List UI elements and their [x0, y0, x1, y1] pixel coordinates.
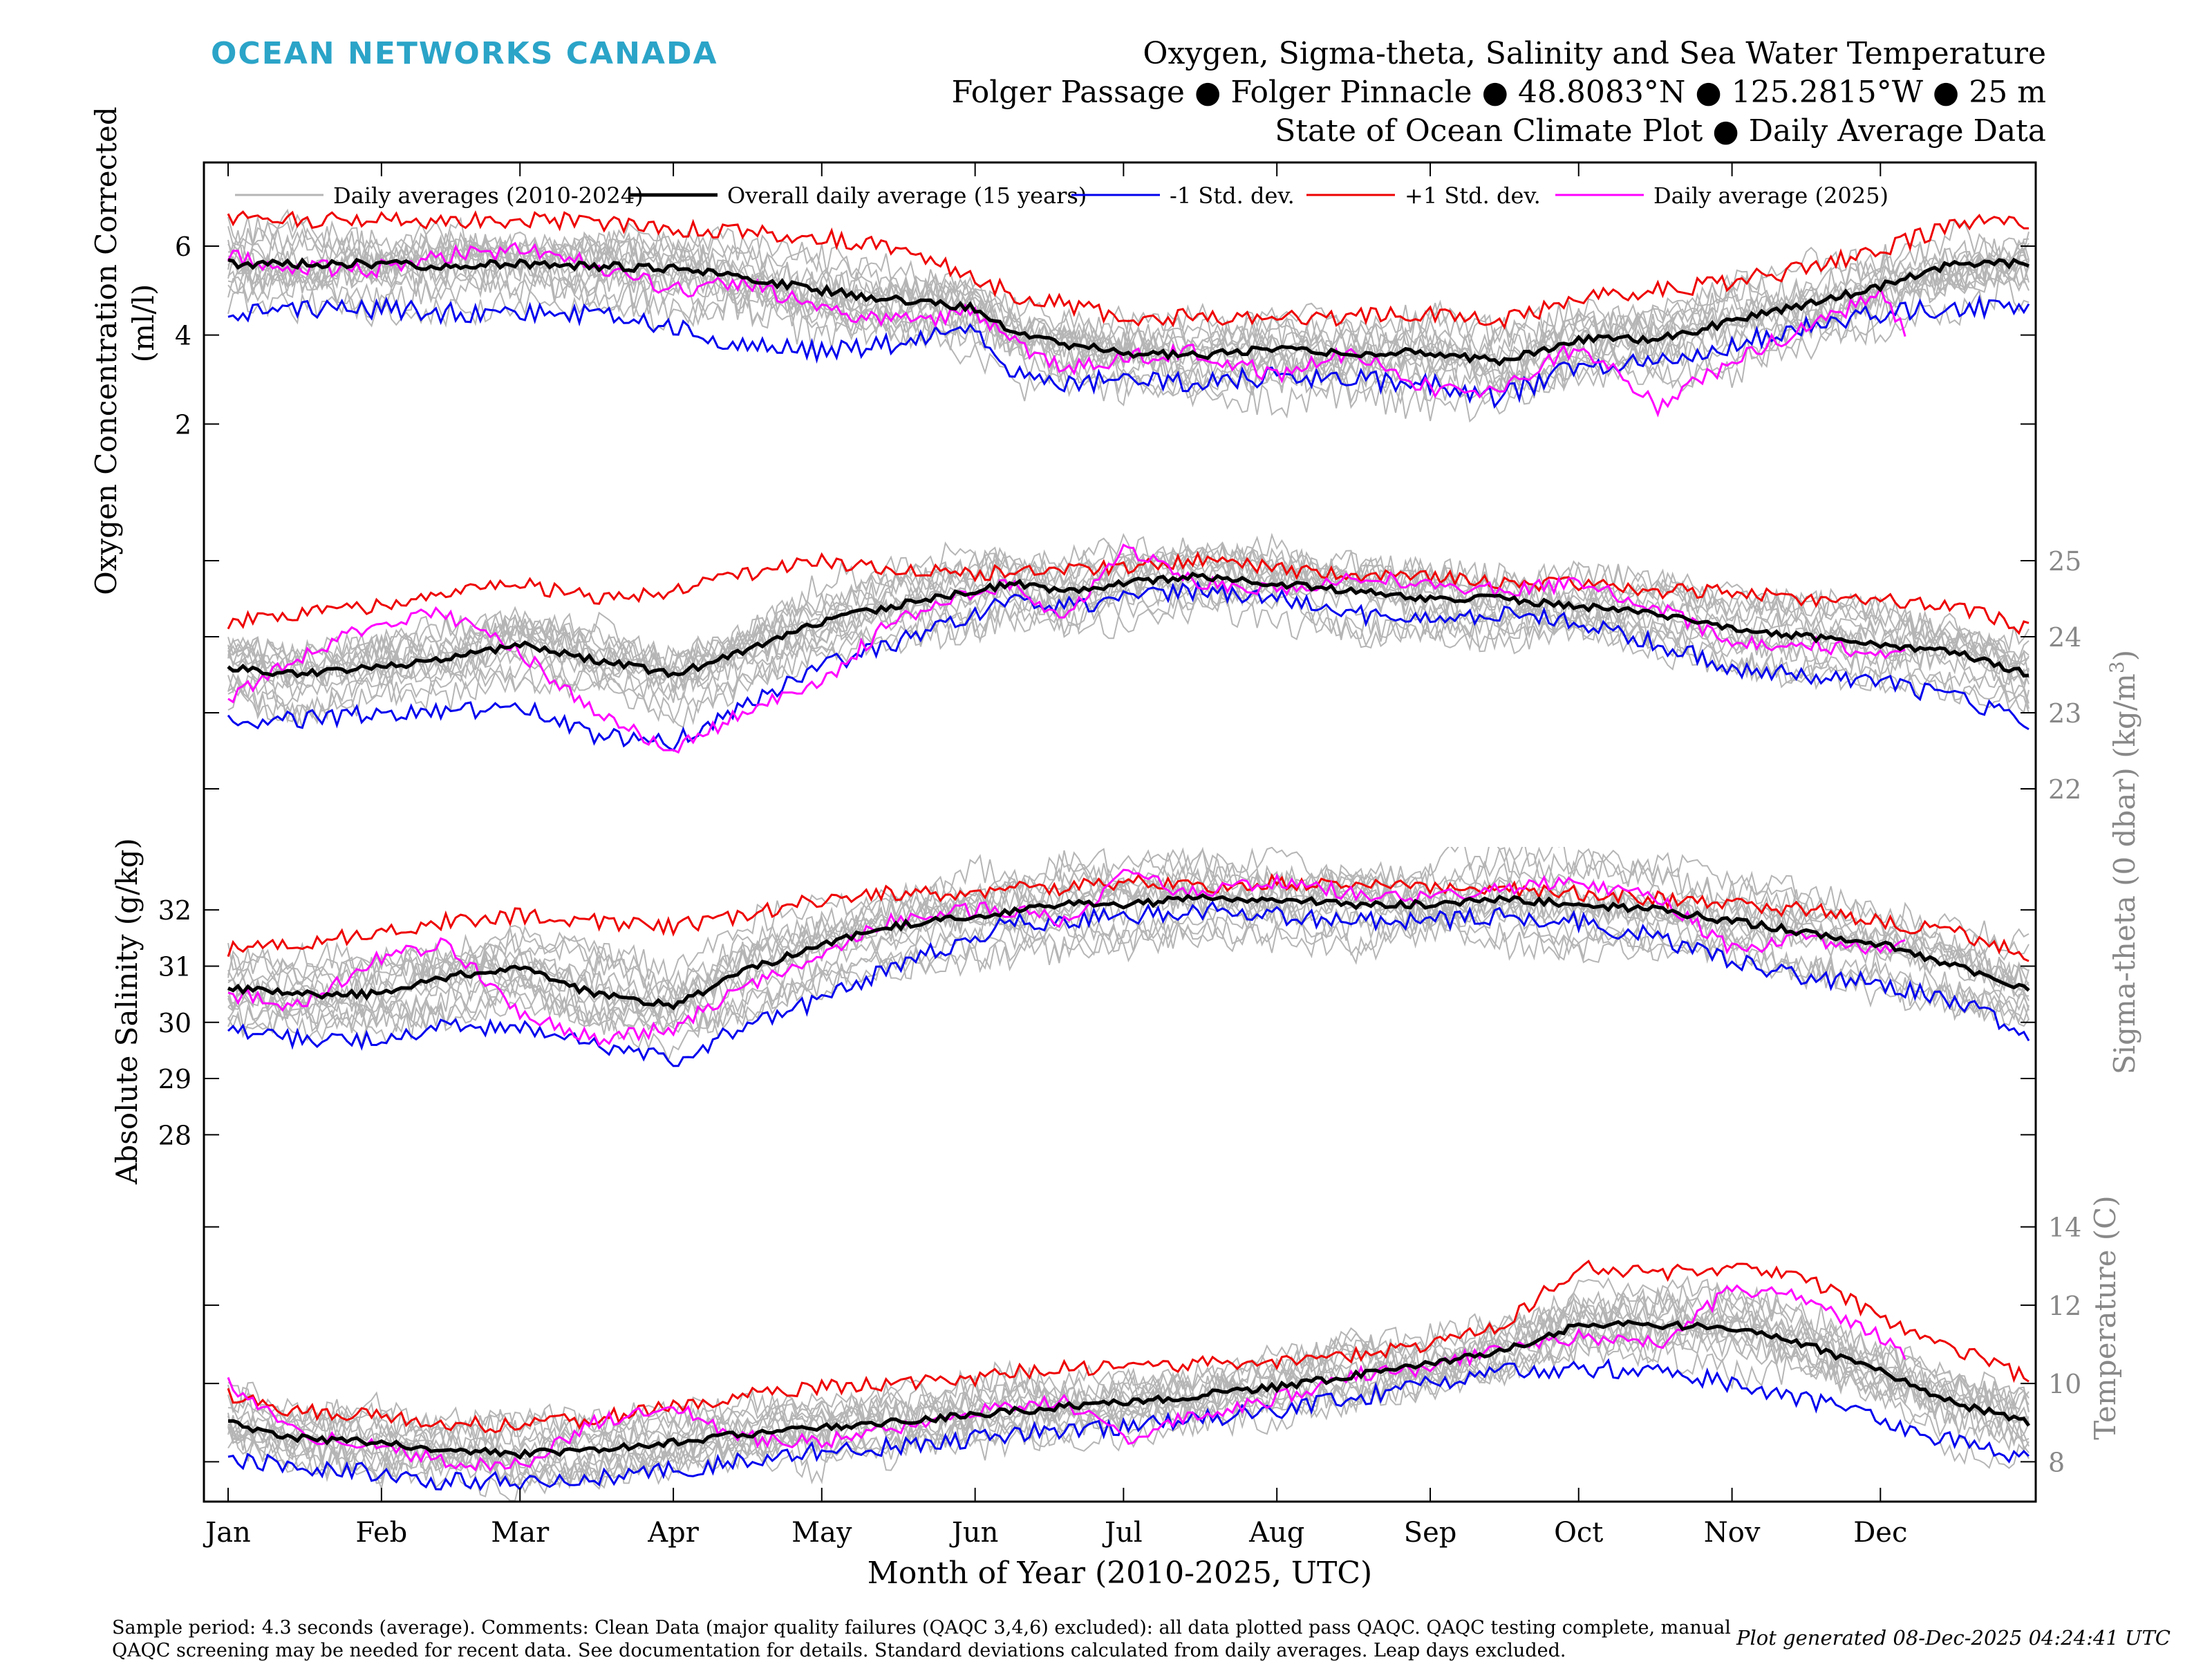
- series-daily-averages-line: [227, 1286, 2030, 1453]
- series-plus-1sd-line: [227, 210, 2030, 330]
- y-tick-label: 10: [2048, 1369, 2081, 1399]
- series-plus-1sd-line: [227, 1259, 2030, 1434]
- panel-3: 28 29 30 31 32 Absolute Salinity (g/kg): [110, 838, 2036, 1185]
- legend-label: -1 Std. dev.: [1170, 183, 1295, 209]
- series-daily-averages-line: [227, 244, 2030, 394]
- y-axis-label: Absolute Salinity (g/kg): [110, 838, 144, 1185]
- generated-timestamp: Plot generated 08-Dec-2025 04:24:41 UTC: [1736, 1626, 2171, 1650]
- x-tick-label: Apr: [647, 1517, 699, 1549]
- y-axis-label: Oxygen Concentration Corrected: [89, 106, 123, 595]
- legend-label: +1 Std. dev.: [1405, 183, 1541, 209]
- series-daily-averages-line: [227, 532, 2030, 674]
- series-daily-averages-line: [227, 847, 2030, 1000]
- series-overall-mean-line: [227, 1319, 2031, 1460]
- panel-2: 22 23 24 25 Sigma-theta (0 dbar) (kg/m3): [204, 532, 2142, 1074]
- panel-2-plot-area: [227, 532, 2030, 754]
- chart-subtitle-location: Folger Passage ● Folger Pinnacle ● 48.80…: [951, 75, 2046, 110]
- series-2025-line: [227, 868, 1906, 1047]
- series-daily-averages-line: [227, 897, 2030, 1063]
- series-overall-mean-line: [227, 257, 2030, 367]
- plot-frame: [203, 161, 2037, 1503]
- x-axis-label: Month of Year (2010-2025, UTC): [868, 1556, 1372, 1591]
- x-tick-label: Nov: [1704, 1517, 1761, 1549]
- y-tick-label: 24: [2048, 622, 2081, 653]
- series-minus-1sd-line: [227, 295, 2030, 409]
- series-daily-averages-line: [227, 1294, 2030, 1466]
- series-daily-averages-line: [227, 1330, 2030, 1502]
- footer-comment: Sample period: 4.3 seconds (average). Co…: [112, 1617, 1731, 1661]
- series-daily-averages-line: [227, 900, 2030, 1042]
- y-tick-label: 22: [2048, 774, 2081, 805]
- series-daily-averages-line: [227, 1311, 2030, 1490]
- y-axis-label: Temperature (C): [2088, 1195, 2122, 1439]
- y-tick-label: 8: [2048, 1447, 2065, 1477]
- x-tick-label: Oct: [1554, 1517, 1603, 1549]
- series-daily-averages-line: [227, 1284, 2030, 1458]
- series-overall-mean-line: [227, 893, 2030, 1011]
- y-tick-label: 12: [2048, 1291, 2081, 1321]
- panel-1-plot-area: [227, 208, 2030, 423]
- series-2025-line: [227, 543, 1906, 754]
- panel-1: 2 4 6 Oxygen Concentration Corrected (ml/l): [89, 106, 2036, 595]
- series-minus-1sd-line: [227, 1358, 2030, 1491]
- series-daily-averages-line: [227, 532, 2030, 675]
- legend: Daily averages (2010-2024) Overall daily …: [235, 183, 1888, 209]
- y-tick-label: 32: [158, 895, 191, 926]
- series-plus-1sd-line: [227, 550, 2030, 635]
- series-daily-averages-line: [227, 873, 2030, 1013]
- x-tick-label: Aug: [1248, 1517, 1304, 1549]
- series-daily-averages-line: [227, 562, 2030, 700]
- x-tick-label: May: [791, 1517, 852, 1549]
- panel-4-plot-area: [227, 1259, 2031, 1502]
- panel-3-plot-area: [227, 847, 2030, 1067]
- chart-subtitle-type: State of Ocean Climate Plot ● Daily Aver…: [1275, 113, 2046, 149]
- x-tick-label: Dec: [1853, 1517, 1907, 1549]
- legend-label: Overall daily average (15 years): [727, 183, 1087, 209]
- y-tick-label: 14: [2048, 1213, 2081, 1243]
- y-tick-label: 30: [158, 1008, 191, 1038]
- y-axis-label: Sigma-theta (0 dbar) (kg/m3): [2106, 650, 2142, 1074]
- series-daily-averages-line: [227, 1319, 2030, 1486]
- series-minus-1sd-line: [227, 580, 2030, 752]
- series-daily-averages-line: [227, 267, 2030, 423]
- series-2025-line: [227, 241, 1906, 418]
- y-axis-label-unit: (ml/l): [126, 284, 160, 363]
- y-tick-label: 25: [2048, 546, 2081, 577]
- y-tick-label: 23: [2048, 698, 2081, 729]
- series-daily-averages-line: [227, 1275, 2030, 1444]
- x-tick-label: Jul: [1102, 1517, 1143, 1549]
- panel-4: 8 10 12 14 Temperature (C): [204, 1195, 2122, 1502]
- series-plus-1sd-line: [227, 872, 2030, 962]
- brand-logo-text: OCEAN NETWORKS CANADA: [211, 36, 718, 71]
- series-minus-1sd-line: [227, 900, 2030, 1067]
- x-tick-label: Jun: [949, 1517, 999, 1549]
- y-tick-label: 2: [175, 409, 191, 440]
- chart-title: Oxygen, Sigma-theta, Salinity and Sea Wa…: [1143, 36, 2046, 71]
- legend-label: Daily averages (2010-2024): [333, 183, 644, 209]
- x-tick-label: Feb: [355, 1517, 407, 1549]
- x-tick-label: Jan: [203, 1517, 251, 1549]
- x-axis: Jan Feb Mar Apr May Jun Jul Aug Sep Oct Nov Dec Mont…: [203, 162, 1907, 1591]
- y-tick-label: 6: [175, 232, 191, 262]
- plot-border: [203, 161, 2037, 1503]
- y-tick-label: 28: [158, 1120, 191, 1150]
- x-tick-label: Sep: [1404, 1517, 1457, 1549]
- x-tick-label: Mar: [491, 1517, 550, 1549]
- legend-label: Daily average (2025): [1653, 183, 1888, 209]
- series-overall-mean-line: [227, 571, 2030, 679]
- y-tick-label: 29: [158, 1064, 191, 1094]
- y-tick-label: 4: [175, 321, 191, 351]
- series-daily-averages-line: [227, 1298, 2030, 1483]
- series-daily-averages-line: [227, 847, 2030, 989]
- y-tick-label: 31: [158, 951, 191, 982]
- series-2025-line: [227, 1284, 1906, 1472]
- series-daily-averages-line: [227, 899, 2030, 1036]
